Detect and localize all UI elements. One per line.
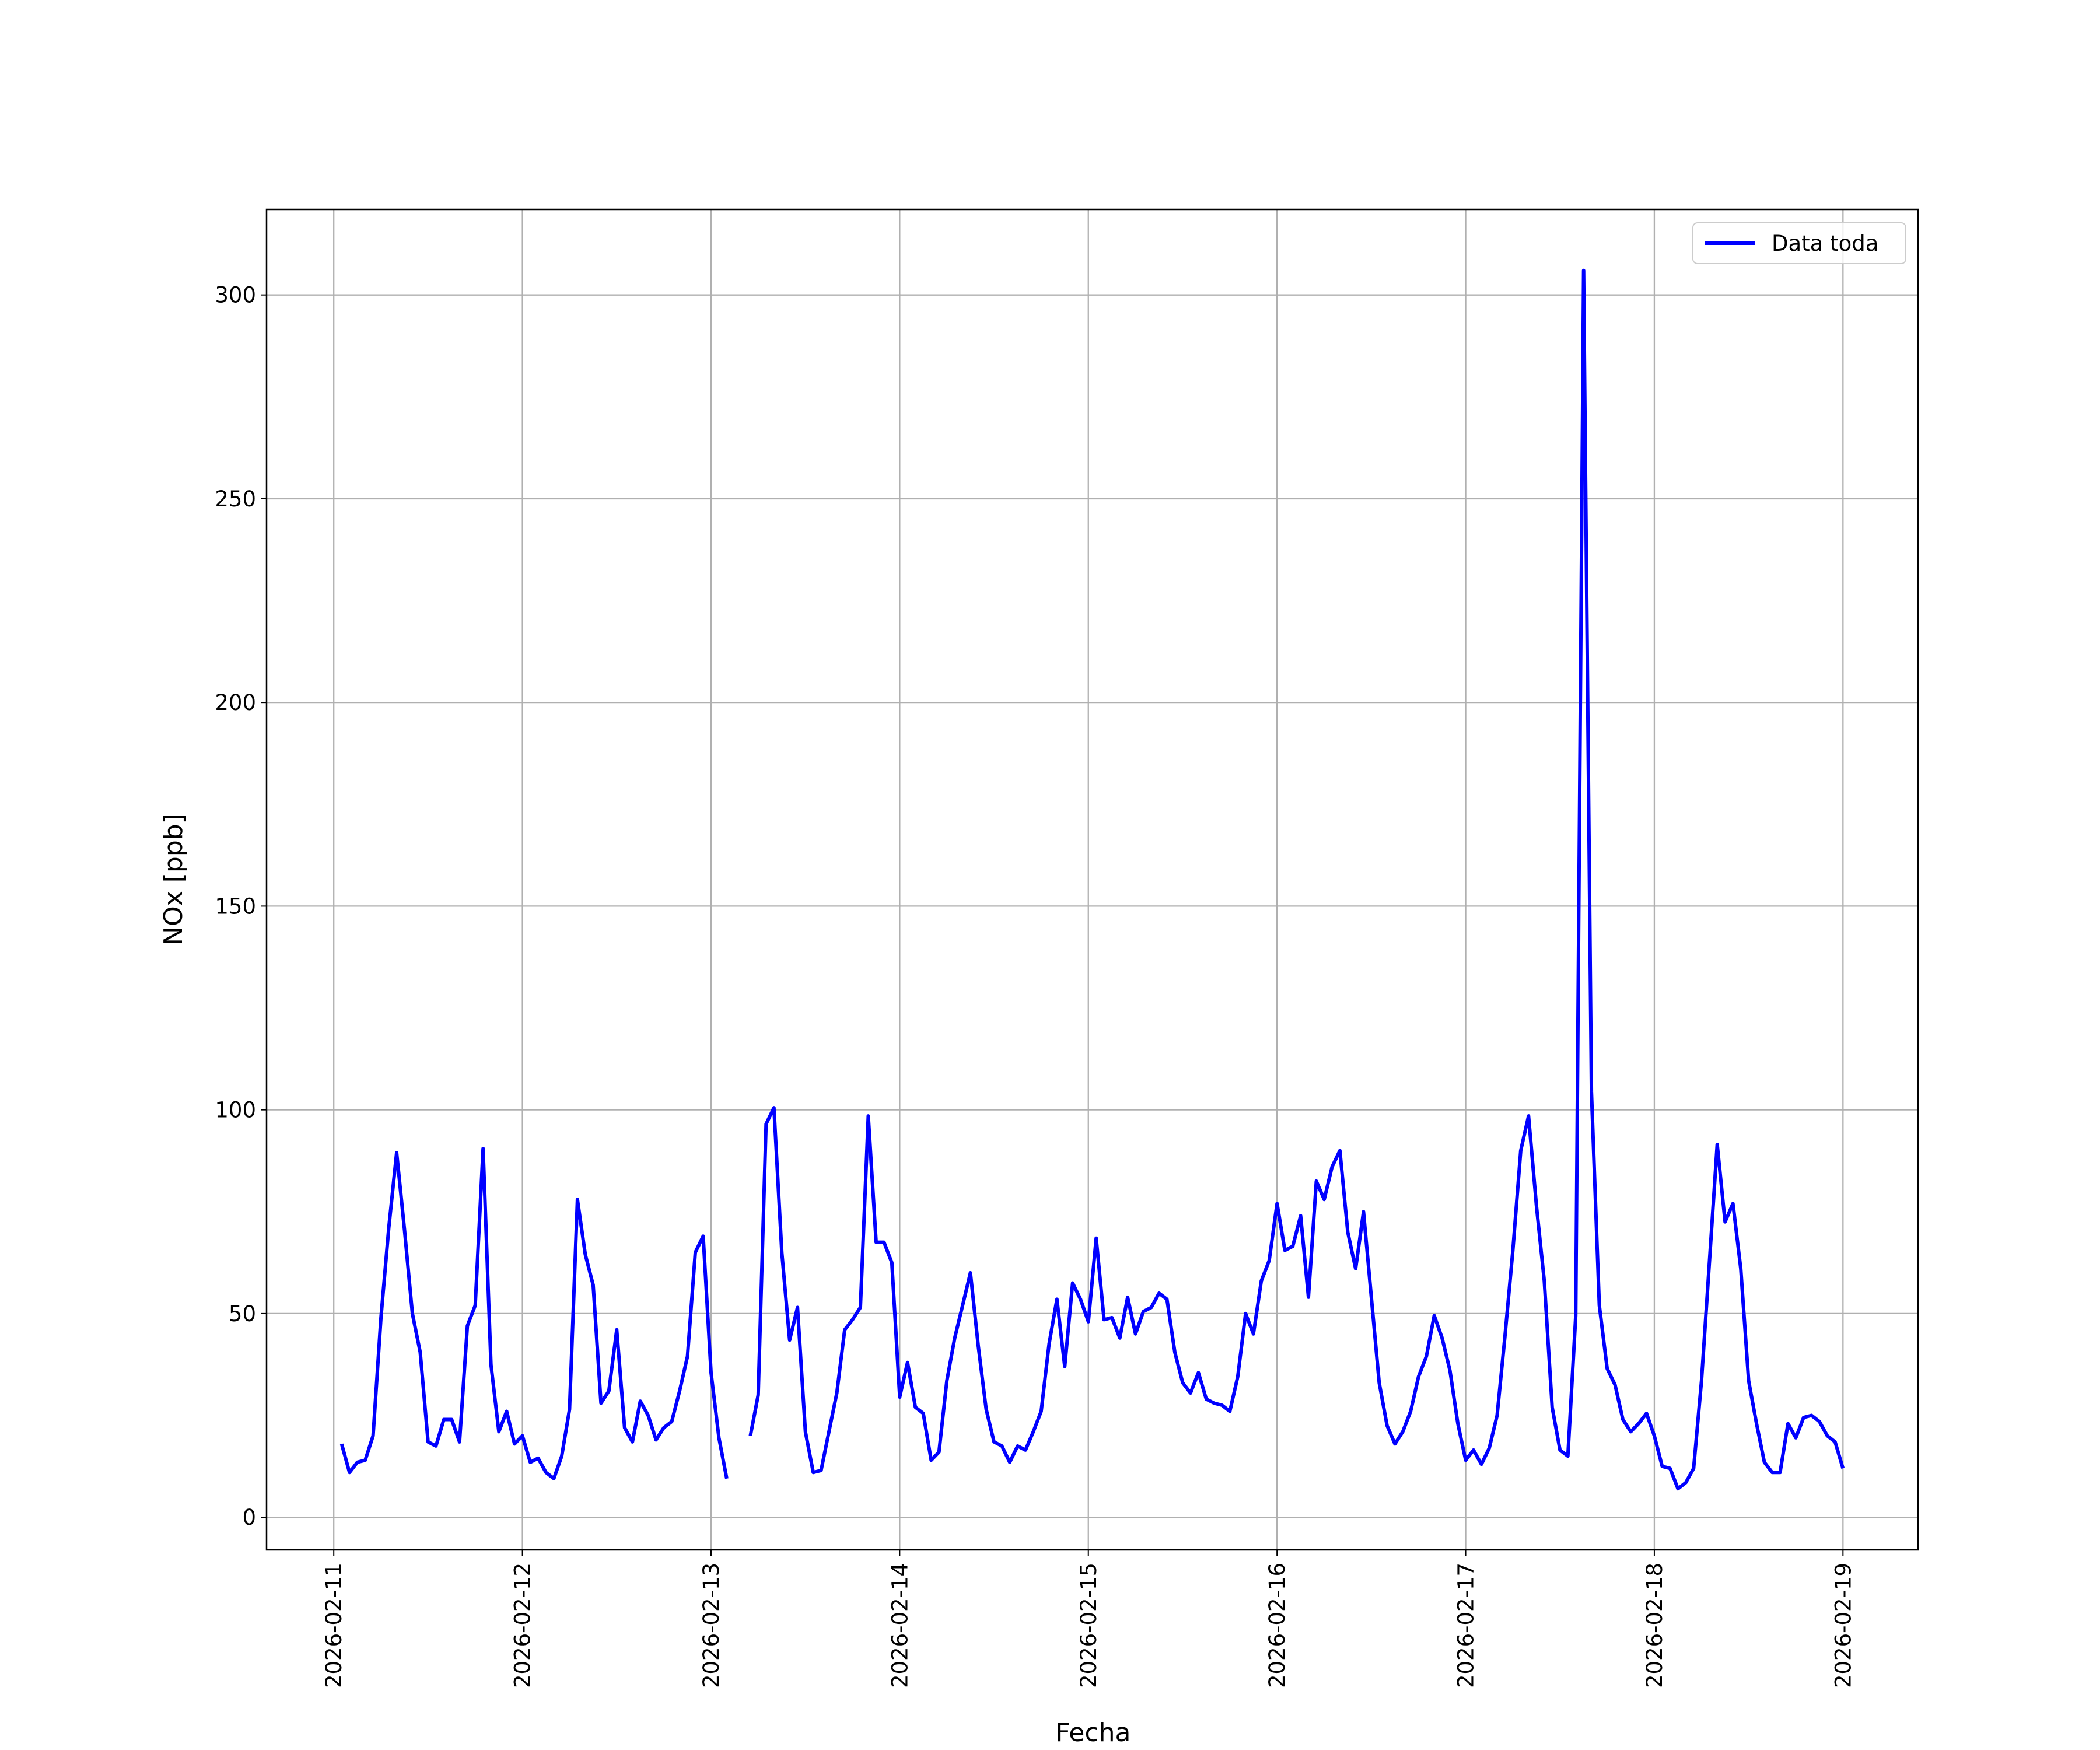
y-tick-label: 50: [229, 1301, 256, 1326]
y-tick-label: 150: [215, 894, 256, 919]
y-tick-label: 100: [215, 1098, 256, 1123]
x-tick-label: 2026-02-17: [1454, 1563, 1479, 1688]
x-tick-label: 2026-02-14: [887, 1563, 912, 1688]
plot-frame: [265, 208, 1919, 1551]
x-tick-label: 2026-02-11: [321, 1563, 346, 1688]
x-tick-label: 2026-02-15: [1076, 1563, 1101, 1688]
x-axis-label: Fecha: [1055, 1718, 1130, 1748]
y-axis-label: NOx [ppb]: [159, 814, 188, 946]
data-line: [340, 268, 1845, 1491]
x-tick-label: 2026-02-12: [510, 1563, 536, 1688]
x-tick-label: 2026-02-18: [1642, 1563, 1667, 1688]
y-tick-label: 0: [242, 1505, 256, 1530]
legend-box: [1692, 222, 1906, 264]
x-tick-label: 2026-02-13: [699, 1563, 724, 1688]
y-tick-label: 200: [215, 690, 256, 715]
x-tick-label: 2026-02-19: [1831, 1563, 1856, 1688]
x-tick-label: 2026-02-16: [1265, 1563, 1290, 1688]
y-tick-label: 300: [215, 283, 256, 308]
legend-label: Data toda: [1772, 231, 1878, 256]
y-tick-label: 250: [215, 487, 256, 512]
